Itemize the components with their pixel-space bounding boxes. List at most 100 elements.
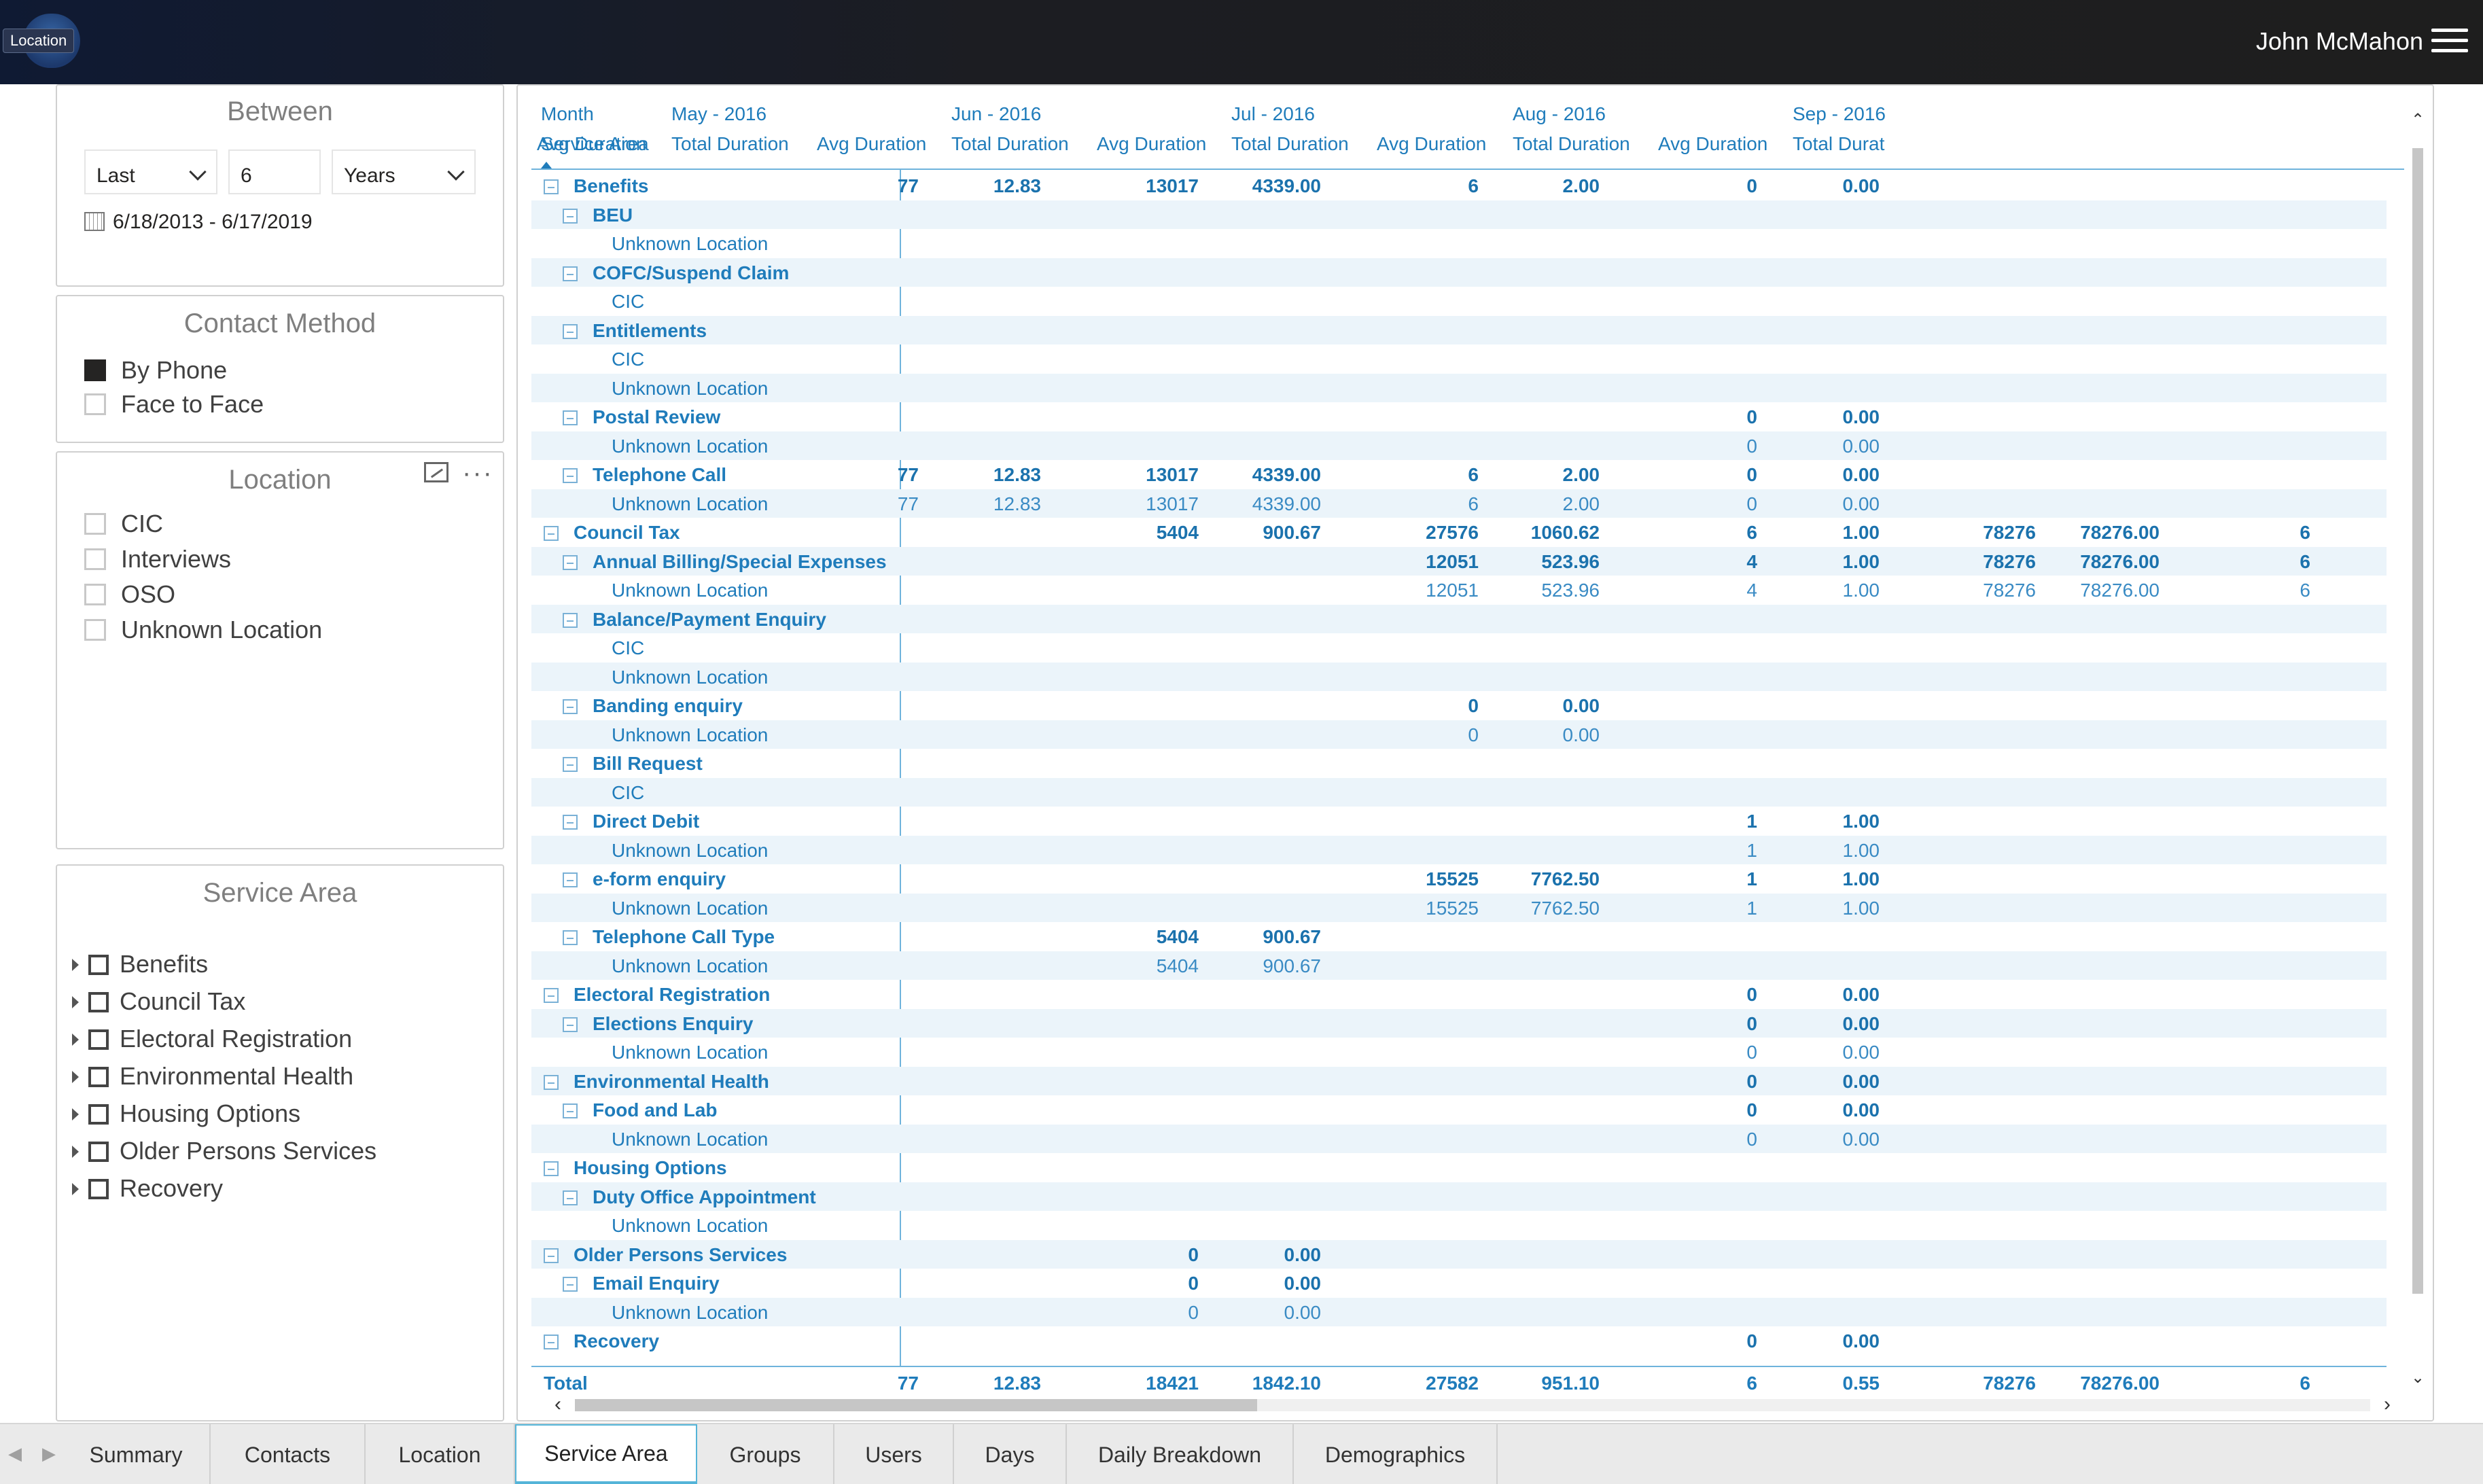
date-range[interactable]: 6/18/2013 - 6/17/2019	[84, 211, 313, 234]
month-header[interactable]: Aug - 2016	[1513, 103, 1606, 124]
row-label: Elections Enquiry	[593, 1012, 754, 1034]
cell-value: 4	[1746, 580, 1757, 601]
measure-header-avg-duration[interactable]: Avg Duration	[1377, 133, 1487, 154]
expand-caret-icon[interactable]	[72, 996, 79, 1008]
row-label: Unknown Location	[612, 897, 769, 919]
table-row: Telephone Call 77 12.83 13017 4339.00 6 2.00 0 0…	[531, 460, 2387, 489]
measure-header-total-duration[interactable]: Total Durat	[1793, 133, 1885, 154]
measure-header-total-duration[interactable]: Total Duration	[1513, 133, 1630, 154]
service-area-item[interactable]: Recovery	[72, 1174, 223, 1203]
measure-header-avg-duration[interactable]: Avg Duration	[817, 133, 927, 154]
expand-caret-icon[interactable]	[72, 1071, 79, 1083]
collapse-icon[interactable]	[563, 757, 578, 772]
collapse-icon[interactable]	[563, 612, 578, 628]
tab-summary[interactable]: Summary	[63, 1424, 211, 1484]
scroll-down-icon[interactable]: ⌄	[2411, 1368, 2425, 1387]
horizontal-scrollbar[interactable]: ‹ ›	[554, 1393, 2391, 1415]
tab-service-area[interactable]: Service Area	[515, 1424, 697, 1484]
tab-prev-icon[interactable]: ◀	[8, 1443, 22, 1464]
row-header-service-area[interactable]: Service Area	[541, 133, 649, 154]
measure-header-total-duration[interactable]: Total Duration	[1231, 133, 1349, 154]
collapse-icon[interactable]	[563, 1190, 578, 1205]
tab-contacts[interactable]: Contacts	[211, 1424, 366, 1484]
count-input[interactable]: 6	[228, 149, 321, 194]
collapse-icon[interactable]	[544, 1248, 559, 1263]
total-cell-value: 77	[897, 1373, 919, 1394]
focus-mode-icon[interactable]	[424, 462, 448, 482]
relative-dropdown[interactable]: Last	[84, 149, 217, 194]
app-logo[interactable]: Location	[0, 4, 84, 69]
measure-header-total-duration[interactable]: Total Duration	[671, 133, 789, 154]
service-area-item[interactable]: Benefits	[72, 950, 208, 978]
more-options-icon[interactable]: ···	[462, 458, 493, 488]
service-area-item[interactable]: Older Persons Services	[72, 1137, 376, 1165]
collapse-icon[interactable]	[563, 468, 578, 483]
collapse-icon[interactable]	[563, 1017, 578, 1032]
tab-next-icon[interactable]: ▶	[42, 1443, 56, 1464]
location-item[interactable]: CIC	[84, 510, 163, 538]
collapse-icon[interactable]	[544, 1335, 559, 1349]
contact-method-item[interactable]: Face to Face	[84, 390, 264, 419]
scroll-left-icon[interactable]: ‹	[554, 1393, 561, 1415]
cell-value: 13017	[1146, 493, 1199, 514]
expand-caret-icon[interactable]	[72, 1146, 79, 1158]
expand-caret-icon[interactable]	[72, 1034, 79, 1046]
month-header[interactable]: May - 2016	[671, 103, 767, 124]
tab-daily-breakdown[interactable]: Daily Breakdown	[1067, 1424, 1294, 1484]
row-label: Banding enquiry	[593, 695, 743, 716]
measure-header-avg-duration[interactable]: Avg Duration	[1658, 133, 1768, 154]
month-header[interactable]: Sep - 2016	[1793, 103, 1886, 124]
scroll-right-icon[interactable]: ›	[2384, 1393, 2391, 1415]
service-area-item[interactable]: Environmental Health	[72, 1062, 353, 1091]
collapse-icon[interactable]	[544, 1161, 559, 1176]
row-label: Council Tax	[574, 522, 680, 543]
hamburger-menu-icon[interactable]	[2431, 29, 2468, 53]
service-area-item[interactable]: Council Tax	[72, 987, 245, 1016]
collapse-icon[interactable]	[563, 410, 578, 425]
collapse-icon[interactable]	[544, 179, 559, 194]
collapse-icon[interactable]	[544, 1074, 559, 1090]
measure-header-avg-duration[interactable]: Avg Duration	[1097, 133, 1207, 154]
collapse-icon[interactable]	[563, 1277, 578, 1292]
tab-groups[interactable]: Groups	[697, 1424, 834, 1484]
tab-demographics[interactable]: Demographics	[1294, 1424, 1498, 1484]
unit-dropdown[interactable]: Years	[332, 149, 476, 194]
month-header[interactable]: Jun - 2016	[951, 103, 1042, 124]
location-label: OSO	[121, 580, 176, 608]
scroll-up-icon[interactable]: ⌃	[2411, 111, 2425, 129]
expand-caret-icon[interactable]	[72, 1183, 79, 1195]
collapse-icon[interactable]	[563, 699, 578, 714]
expand-caret-icon[interactable]	[72, 959, 79, 971]
service-area-item[interactable]: Electoral Registration	[72, 1025, 352, 1053]
location-item[interactable]: Interviews	[84, 545, 231, 573]
table-row: Balance/Payment Enquiry	[531, 604, 2387, 633]
scroll-thumb[interactable]	[575, 1399, 1257, 1411]
service-area-item[interactable]: Housing Options	[72, 1099, 300, 1128]
collapse-icon[interactable]	[544, 526, 559, 541]
table-row: CIC	[531, 633, 2387, 662]
cell-value: 0.00	[1284, 1243, 1322, 1265]
tab-users[interactable]: Users	[834, 1424, 954, 1484]
month-header[interactable]: Jul - 2016	[1231, 103, 1315, 124]
contact-method-item[interactable]: By Phone	[84, 356, 227, 385]
scroll-thumb[interactable]	[2412, 148, 2423, 1294]
total-cell-value: 6	[1746, 1373, 1757, 1394]
location-item[interactable]: OSO	[84, 580, 175, 609]
collapse-icon[interactable]	[563, 554, 578, 570]
tab-location[interactable]: Location	[366, 1424, 515, 1484]
collapse-icon[interactable]	[563, 323, 578, 339]
vertical-scrollbar[interactable]: ⌃ ⌄	[2410, 110, 2426, 1388]
collapse-icon[interactable]	[563, 930, 578, 945]
cell-value: 6	[1746, 522, 1757, 543]
measure-header-avg-duration[interactable]: Avg Duration	[537, 133, 647, 154]
expand-caret-icon[interactable]	[72, 1108, 79, 1120]
collapse-icon[interactable]	[563, 1103, 578, 1118]
tab-days[interactable]: Days	[954, 1424, 1067, 1484]
collapse-icon[interactable]	[563, 266, 578, 281]
collapse-icon[interactable]	[563, 872, 578, 887]
collapse-icon[interactable]	[563, 208, 578, 224]
collapse-icon[interactable]	[563, 815, 578, 830]
location-item[interactable]: Unknown Location	[84, 616, 322, 644]
measure-header-total-duration[interactable]: Total Duration	[951, 133, 1069, 154]
collapse-icon[interactable]	[544, 988, 559, 1003]
